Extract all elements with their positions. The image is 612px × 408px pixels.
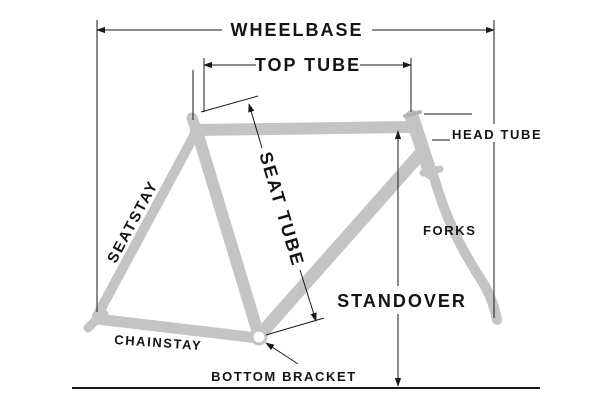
down-tube	[252, 145, 429, 343]
bottom-bracket-shell	[250, 328, 268, 346]
headset-cap	[403, 110, 422, 118]
fork-blade	[428, 169, 502, 325]
top-tube-label: TOP TUBE	[255, 55, 361, 75]
fork-dropout	[493, 313, 500, 325]
seat-tube-top	[186, 112, 205, 144]
chainstay-tube	[91, 313, 264, 344]
head-tube-callout: HEAD TUBE	[424, 113, 554, 142]
bottom-bracket-callout: BOTTOM BRACKET	[211, 342, 357, 384]
bottom-bracket-label: BOTTOM BRACKET	[211, 369, 357, 384]
head-tube	[405, 110, 437, 179]
rear-dropout	[83, 309, 109, 333]
wheelbase-label: WHEELBASE	[230, 20, 363, 40]
head-tube-label: HEAD TUBE	[452, 127, 542, 142]
top-tube-dimension: TOP TUBE	[192, 55, 412, 120]
seat-tube	[190, 122, 265, 342]
top-tube	[190, 121, 418, 136]
standover-label: STANDOVER	[337, 291, 467, 311]
frame	[83, 110, 502, 346]
standover-dimension: STANDOVER	[337, 130, 467, 387]
seatstay-tube	[92, 127, 201, 321]
forks-label: FORKS	[423, 223, 477, 238]
wheelbase-dimension: WHEELBASE	[96, 20, 495, 318]
chainstay-label: CHAINSTAY	[114, 332, 203, 353]
seat-tube-label: SEAT TUBE	[255, 150, 308, 269]
